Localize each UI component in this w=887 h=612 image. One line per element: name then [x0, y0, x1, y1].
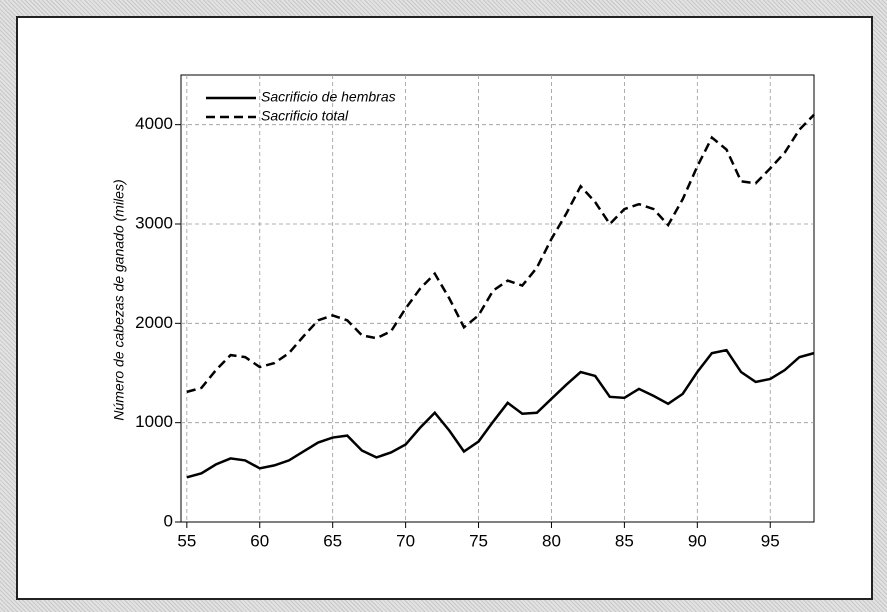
series-line [186, 348, 815, 479]
series-line [186, 113, 815, 394]
y-tick-label: 2000 [135, 313, 173, 332]
x-tick-label: 55 [177, 531, 196, 550]
y-axis-label: Número de cabezas de ganado (miles) [111, 179, 127, 420]
y-tick-label: 0 [164, 511, 173, 530]
y-tick-label: 1000 [135, 412, 173, 431]
x-tick-label: 80 [542, 531, 561, 550]
x-tick-label: 85 [615, 531, 634, 550]
x-tick-label: 65 [323, 531, 342, 550]
plot-area [180, 74, 815, 523]
legend-label: Sacrificio de hembras [261, 89, 396, 105]
y-tick-label: 3000 [135, 213, 173, 232]
x-tick-label: 60 [250, 531, 269, 550]
x-tick-label: 90 [688, 531, 707, 550]
x-tick-label: 70 [396, 531, 415, 550]
x-tick-label: 75 [469, 531, 488, 550]
x-tick-label: 95 [761, 531, 780, 550]
y-tick-label: 4000 [135, 114, 173, 133]
legend-label: Sacrificio total [261, 108, 349, 124]
